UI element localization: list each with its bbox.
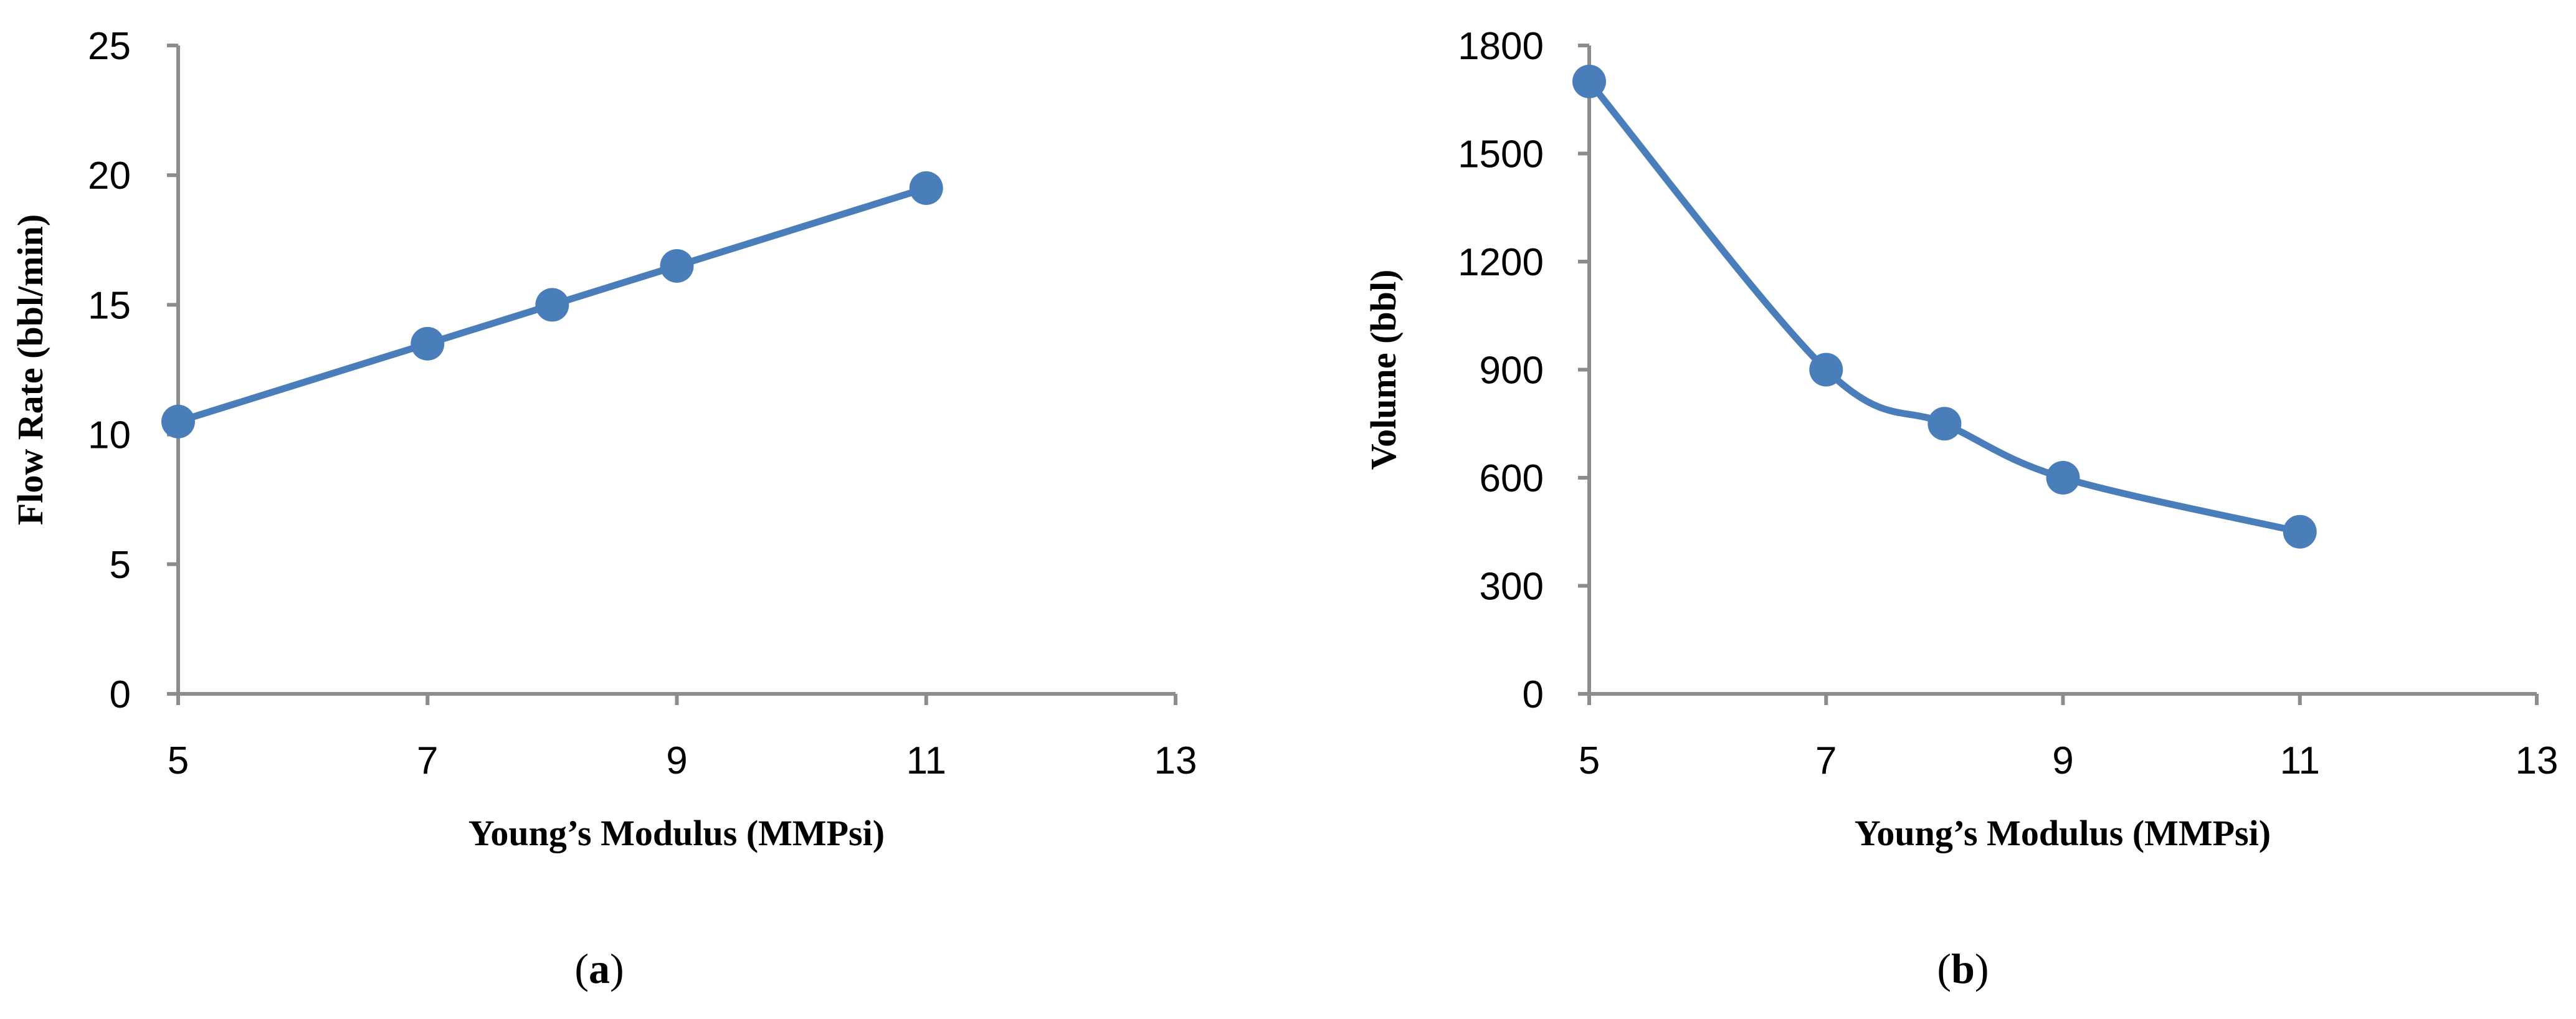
y-tick-label: 1200 bbox=[1458, 241, 1544, 284]
data-point bbox=[1572, 64, 1606, 98]
y-tick-label: 25 bbox=[88, 25, 131, 68]
x-tick-label: 5 bbox=[168, 739, 189, 782]
panel-label: (a) bbox=[574, 945, 624, 992]
panel-label: (b) bbox=[1937, 945, 1989, 992]
x-tick-label: 5 bbox=[1579, 739, 1600, 782]
panel-label-letter: b bbox=[1951, 945, 1975, 992]
y-axis-title: Volume (bbl) bbox=[1363, 270, 1404, 470]
y-tick-label: 5 bbox=[110, 544, 131, 587]
data-point bbox=[161, 404, 195, 438]
data-point bbox=[1809, 353, 1843, 387]
y-tick-label: 1500 bbox=[1458, 133, 1544, 176]
x-tick-label: 13 bbox=[1154, 739, 1197, 782]
chart-panel-b: 0 300 600 900 1200 1500 1800 5 7 9 11 13 Young’s Mod… bbox=[1363, 25, 2558, 992]
y-tick-label: 10 bbox=[88, 414, 131, 457]
x-tick-label: 11 bbox=[906, 739, 946, 782]
x-tick-label: 7 bbox=[1815, 739, 1837, 782]
x-tick-label: 9 bbox=[2052, 739, 2073, 782]
data-point bbox=[535, 288, 569, 322]
panel-label-letter: a bbox=[589, 945, 610, 992]
y-tick-label: 300 bbox=[1480, 566, 1544, 609]
y-tick-label: 0 bbox=[1523, 673, 1544, 716]
data-point bbox=[909, 171, 943, 206]
data-point bbox=[1927, 407, 1962, 441]
data-point bbox=[411, 326, 445, 361]
y-tick-label: 0 bbox=[110, 673, 131, 716]
data-point bbox=[2046, 461, 2080, 495]
x-tick-label: 9 bbox=[666, 739, 687, 782]
data-point bbox=[2283, 514, 2317, 549]
x-axis-title: Young’s Modulus (MMPsi) bbox=[1855, 813, 2271, 853]
y-tick-label: 900 bbox=[1480, 349, 1544, 392]
x-tick-label: 7 bbox=[417, 739, 438, 782]
series-line bbox=[1585, 78, 2304, 536]
y-tick-label: 15 bbox=[88, 284, 131, 327]
y-axis-title: Flow Rate (bbl/min) bbox=[10, 214, 50, 525]
y-tick-label: 600 bbox=[1480, 457, 1544, 500]
y-tick-label: 20 bbox=[88, 154, 131, 197]
x-tick-label: 11 bbox=[2280, 739, 2320, 782]
x-tick-label: 13 bbox=[2516, 739, 2559, 782]
x-axis-title: Young’s Modulus (MMPsi) bbox=[468, 813, 885, 853]
y-tick-label: 1800 bbox=[1458, 25, 1544, 68]
data-point bbox=[660, 249, 694, 283]
